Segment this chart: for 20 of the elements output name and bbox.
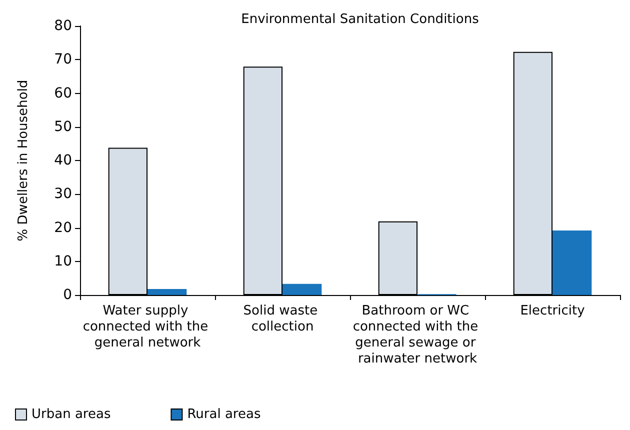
y-tick-label: 20	[54, 220, 72, 236]
legend-label: Rural areas	[187, 407, 261, 422]
y-tick-label: 0	[63, 287, 72, 303]
y-axis-title: % Dwellers in Household	[16, 80, 31, 242]
bar	[552, 230, 592, 295]
chart-title: Environmental Sanitation Conditions	[241, 12, 480, 27]
x-tick-label: Bathroom or WC connected with the general sewage or rainwater network	[352, 304, 482, 366]
legend-label: Urban areas	[32, 407, 111, 422]
y-tick-label: 50	[54, 118, 72, 135]
y-tick-label: 70	[54, 52, 72, 68]
x-tick-label: Solid waste collection	[243, 304, 322, 334]
y-tick-label: 60	[54, 85, 72, 102]
y-tick-label: 80	[54, 18, 72, 34]
bar	[282, 284, 322, 295]
x-tick-label: Electricity	[520, 304, 586, 318]
x-tick-label: Water supply connected with the general network	[82, 304, 212, 350]
y-tick-label: 30	[54, 186, 72, 202]
y-tick-label: 10	[54, 253, 72, 270]
y-tick-label: 40	[54, 152, 72, 168]
bar	[148, 288, 187, 295]
